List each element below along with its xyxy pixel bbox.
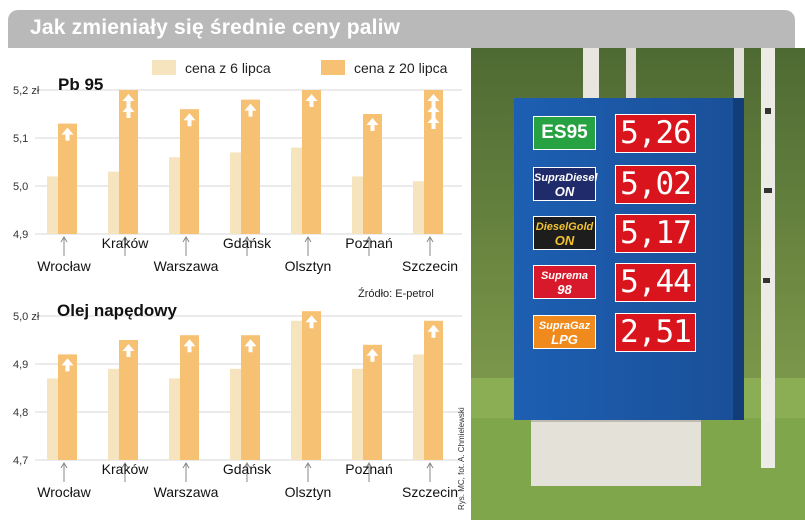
y-tick-label: 4,9 [13,359,28,371]
up-arrow-icon [366,348,379,362]
legend-swatch-1 [152,60,176,75]
fuel-type: ON [554,233,575,248]
up-arrow-icon [427,94,440,107]
bar-20-lipca [363,344,382,460]
bar-20-lipca [241,99,260,234]
category-tick-head [182,462,190,469]
category-label: Warszawa [154,258,219,274]
price-display-gaz: 2,51 [615,313,696,352]
chart-title-1: Pb 95 [58,75,103,94]
category-label: Warszawa [154,484,219,500]
category-label: Olsztyn [285,484,332,500]
bar-20-lipca [119,340,138,460]
bar-20-lipca [58,354,77,460]
up-arrow-icon [427,324,440,338]
category-tick-head [365,236,373,243]
fuel-label-gaz: SupraGaz LPG [533,315,596,349]
up-arrow-icon [366,118,379,131]
bar-20-lipca [363,114,382,234]
category-label: Poznań [345,461,392,477]
price-display-diesel: 5,02 [615,165,696,204]
charts-area: cena z 6 lipca cena z 20 lipca 4,9 5,0 5,1 5,… [13,60,462,500]
fuel-type: 98 [557,282,572,297]
category-label: Gdańsk [223,235,272,251]
up-arrow-icon [427,105,440,118]
category-label: Kraków [102,235,150,251]
fuel-name: Suprema [540,270,589,282]
category-tick-head [304,462,312,469]
page-title: Jak zmieniały się średnie ceny paliw [30,16,401,39]
y-tick-label: 4,8 [13,407,28,419]
bar-20-lipca [424,320,443,460]
up-arrow-icon [122,344,135,357]
up-arrow-icon [61,127,74,141]
category-tick-head [304,236,312,243]
up-arrow-icon [183,113,196,127]
up-arrow-icon [244,339,257,353]
banner-tab [18,38,36,47]
category-tick-head [243,236,251,243]
up-arrow-icon [122,94,135,107]
category-tick-head [60,236,68,243]
category-tick-head [426,236,434,243]
category-tick-head [182,236,190,243]
category-tick-head [60,462,68,469]
up-arrow-icon [122,105,135,118]
up-arrow-icon [183,339,196,353]
y-tick-label: 5,2 zł [13,85,40,97]
fuel-label-diesel: SupraDiesel ON [533,167,598,201]
title-banner: Jak zmieniały się średnie ceny paliw [8,10,795,48]
category-label: Wrocław [37,258,91,274]
category-tick-head [365,462,373,469]
y-tick-label: 4,7 [13,455,28,467]
fuel-label-es95: ES95 [533,116,596,150]
legend-label-1: cena z 6 lipca [185,60,271,76]
legend-swatch-2 [321,60,345,75]
price-display-es95: 5,26 [615,114,696,153]
category-tick-head [121,236,129,243]
y-tick-label: 5,1 [13,133,28,145]
up-arrow-icon [244,103,257,117]
bar-20-lipca [302,311,321,460]
price-display-gold: 5,17 [615,214,696,253]
category-label: Kraków [102,461,150,477]
category-label: Gdańsk [223,461,272,477]
fuel-label-suprema: Suprema 98 [533,265,596,299]
fuel-type: LPG [551,332,578,347]
fuel-type: ON [554,184,575,199]
bar-20-lipca [119,90,138,234]
fuel-name: DieselGold [535,221,594,233]
price-display-suprema: 5,44 [615,263,696,302]
bar-20-lipca [180,109,199,234]
bar-20-lipca [58,123,77,234]
y-tick-label: 5,0 zł [13,311,40,323]
fuel-label-gold: DieselGold ON [533,216,596,250]
legend-label-2: cena z 20 lipca [354,60,448,76]
y-tick-label: 5,0 [13,181,28,193]
up-arrow-icon [305,94,318,107]
category-label: Szczecin [402,258,458,274]
up-arrow-icon [61,358,74,372]
photo-credit: Rys. MC, fot. A. Chmielewski [457,407,466,510]
up-arrow-icon [305,315,318,329]
category-tick-head [121,462,129,469]
bar-20-lipca [302,90,321,234]
bar-20-lipca [180,335,199,460]
y-tick-label: 4,9 [13,229,28,241]
category-label: Olsztyn [285,258,332,274]
category-label: Szczecin [402,484,458,500]
category-tick-head [243,462,251,469]
bar-20-lipca [424,90,443,234]
chart-title-2: Olej napędowy [57,301,178,320]
up-arrow-icon [427,116,440,129]
fuel-name: SupraGaz [538,320,591,332]
bar-20-lipca [241,335,260,460]
category-tick-head [426,462,434,469]
source-note: Źródło: E-petrol [358,288,434,300]
category-label: Poznań [345,235,392,251]
category-label: Wrocław [37,484,91,500]
fuel-name: SupraDiesel [534,172,598,184]
